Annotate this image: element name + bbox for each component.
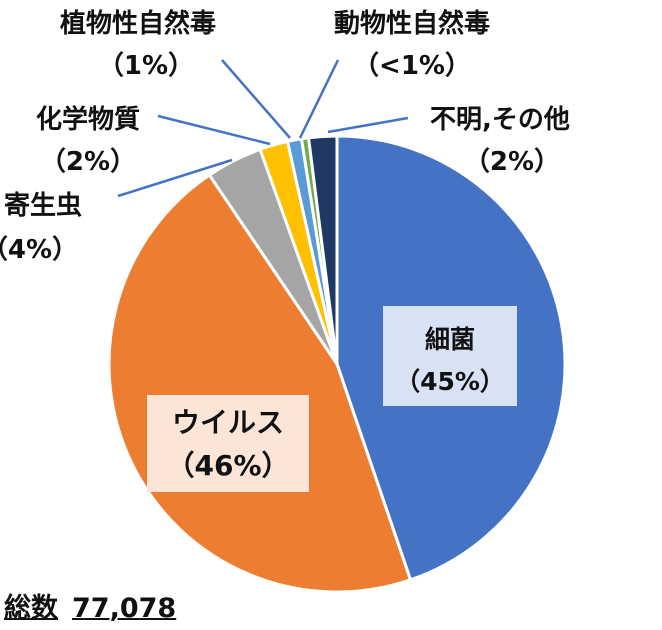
slice-value-2: （4%）: [0, 235, 78, 265]
label-box-0: [383, 306, 517, 406]
slice-label-5: 動物性自然毒: [334, 8, 490, 39]
total-count: 総数 77,078: [4, 586, 190, 625]
slice-value-0: （45%）: [395, 367, 505, 396]
slice-value-6: （2%）: [464, 147, 560, 177]
slice-label-2: 寄生虫: [4, 190, 82, 221]
slice-value-4: （1%）: [98, 51, 194, 81]
slice-value-5: （<1%）: [353, 51, 471, 81]
leader-line-4: [221, 59, 291, 139]
slice-label-1: ウイルス: [172, 406, 284, 439]
slice-value-1: （46%）: [166, 449, 289, 482]
total-label: 総数: [4, 593, 58, 624]
slice-label-3: 化学物質: [36, 104, 140, 135]
total-value: 77,078: [72, 593, 177, 624]
leader-line-6: [327, 116, 409, 134]
slice-label-6: 不明,その他: [430, 105, 570, 135]
leader-line-3: [157, 114, 271, 146]
leader-line-5: [298, 59, 340, 139]
leader-line-2: [117, 158, 233, 198]
label-box-1: [147, 395, 309, 492]
slice-label-4: 植物性自然毒: [60, 8, 216, 39]
pie-slice-6: [306, 134, 339, 365]
slice-label-0: 細菌: [425, 325, 475, 354]
slice-value-3: （2%）: [40, 147, 136, 177]
